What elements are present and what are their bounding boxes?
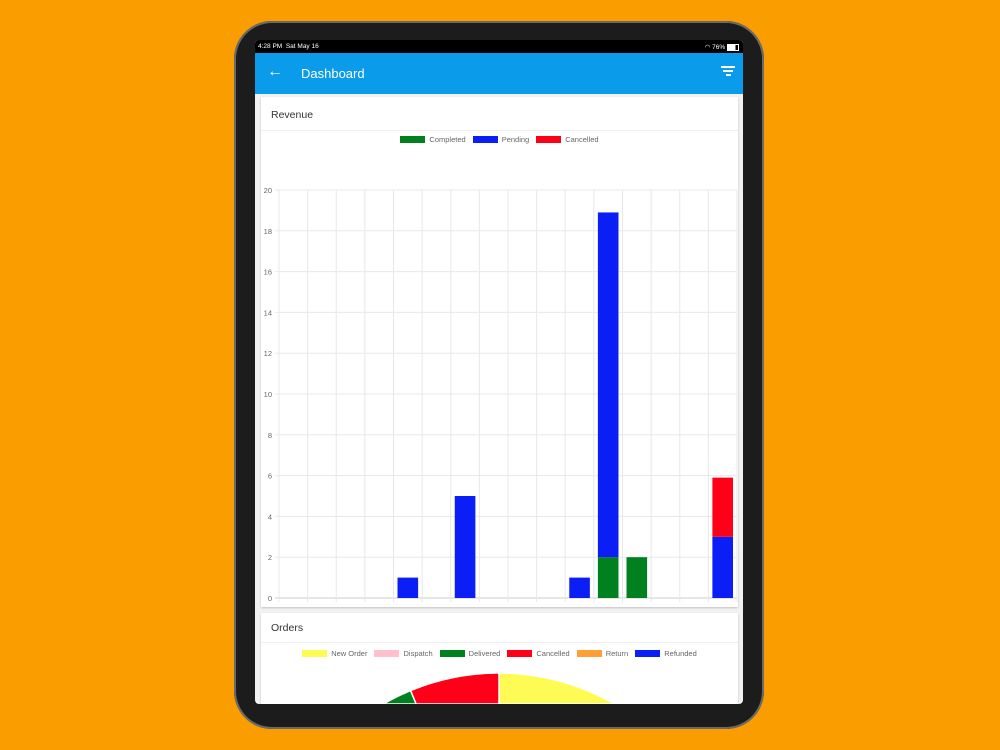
y-tick-label: 18 <box>264 227 272 236</box>
legend-swatch <box>302 650 328 657</box>
legend-item[interactable]: Return <box>576 649 629 658</box>
y-tick-label: 10 <box>264 390 272 399</box>
y-tick-label: 4 <box>268 512 272 521</box>
legend-swatch <box>507 650 533 657</box>
bar-pending <box>569 577 590 598</box>
legend-swatch <box>374 650 400 657</box>
x-tick-label: 2020-05-13 <box>609 603 642 605</box>
bar-pending <box>597 212 619 558</box>
legend-item[interactable]: New Order <box>302 649 367 658</box>
bar-cancelled <box>712 477 733 537</box>
status-time: 4:28 PM <box>258 43 283 50</box>
orders-card: Orders New Order Dispatch Delivered Cancell… <box>261 613 738 704</box>
legend-label: Delivered <box>468 649 501 658</box>
x-tick-label: 2020-05-04 <box>351 603 384 605</box>
x-tick-label: 2020-05-12 <box>580 603 613 605</box>
x-tick-label: 2020-05-14 <box>637 603 670 605</box>
legend-label: Refunded <box>664 649 697 658</box>
legend-label: New Order <box>331 649 368 658</box>
battery-icon <box>727 43 739 51</box>
bar-completed <box>597 557 619 598</box>
x-tick-label: 2020-05-09 <box>494 603 527 605</box>
revenue-chart: 024681012141618202020-05-012020-05-02202… <box>264 186 738 605</box>
status-date: Sat May 16 <box>285 43 319 50</box>
legend-swatch <box>400 136 426 143</box>
legend-item[interactable]: Pending <box>472 135 530 144</box>
y-tick-label: 8 <box>268 431 272 440</box>
y-tick-label: 12 <box>264 349 272 358</box>
orders-title: Orders <box>271 622 304 634</box>
x-tick-label: 2020-05-11 <box>552 603 585 605</box>
y-tick-label: 14 <box>264 308 272 317</box>
legend-item[interactable]: Refunded <box>635 649 697 658</box>
x-tick-label: 2020-05-10 <box>523 603 556 605</box>
bar-completed <box>626 557 648 598</box>
legend-item[interactable]: Delivered <box>439 649 501 658</box>
legend-item[interactable]: Completed <box>400 135 466 144</box>
orders-chart <box>383 672 616 704</box>
legend-item[interactable]: Cancelled <box>507 649 570 658</box>
legend-swatch <box>576 650 602 657</box>
legend-label: Completed <box>429 135 466 144</box>
legend-label: Pending <box>501 135 530 144</box>
legend-swatch <box>472 136 498 143</box>
filter-icon[interactable] <box>721 66 735 78</box>
x-tick-label: 2020-05-06 <box>408 603 441 605</box>
y-tick-label: 20 <box>264 186 272 195</box>
y-tick-label: 0 <box>268 594 272 603</box>
x-tick-label: 2020-05-07 <box>437 603 470 605</box>
orders-legend: New Order Dispatch Delivered Cancelled Retur… <box>261 649 738 658</box>
x-tick-label: 2020-05-02 <box>294 603 327 605</box>
page-title: Dashboard <box>301 66 365 81</box>
x-tick-label: 2020-05-08 <box>466 603 499 605</box>
revenue-title: Revenue <box>271 109 314 121</box>
wifi-icon: ◠ <box>704 44 711 51</box>
y-tick-label: 2 <box>268 553 272 562</box>
legend-swatch <box>439 650 465 657</box>
legend-swatch <box>635 650 661 657</box>
legend-item[interactable]: Cancelled <box>536 135 599 144</box>
pie-slice-new-order <box>498 672 616 704</box>
status-bar: 4:28 PM Sat May 16 ◠ 76% <box>255 40 743 53</box>
legend-label: Cancelled <box>565 135 599 144</box>
x-tick-label: 2020-05-16 <box>695 603 728 605</box>
bar-pending <box>397 577 419 598</box>
y-tick-label: 6 <box>268 472 272 481</box>
legend-label: Cancelled <box>536 649 570 658</box>
legend-swatch <box>536 136 562 143</box>
x-tick-label: 2020-05-01 <box>265 603 298 605</box>
legend-label: Return <box>605 649 629 658</box>
screen: 4:28 PM Sat May 16 ◠ 76% ← Dashboard Rev… <box>255 40 743 704</box>
app-bar: ← Dashboard <box>255 53 743 94</box>
x-tick-label: 2020-05-15 <box>666 603 699 605</box>
pie-slice-cancelled <box>409 672 500 704</box>
bar-pending <box>454 496 476 598</box>
battery-level: 76% <box>712 44 726 51</box>
bar-pending <box>712 536 733 598</box>
revenue-legend: Completed Pending Cancelled <box>261 135 738 144</box>
y-tick-label: 16 <box>264 268 272 277</box>
arrow-left-icon[interactable]: ← <box>267 63 283 80</box>
legend-label: Dispatch <box>403 649 433 658</box>
x-tick-label: 2020-05-03 <box>322 603 355 605</box>
revenue-card: Revenue Completed Pending Cancelled 0 2 4 6 8 1… <box>261 97 738 607</box>
x-tick-label: 2020-05-05 <box>380 603 413 605</box>
legend-item[interactable]: Dispatch <box>374 649 433 658</box>
